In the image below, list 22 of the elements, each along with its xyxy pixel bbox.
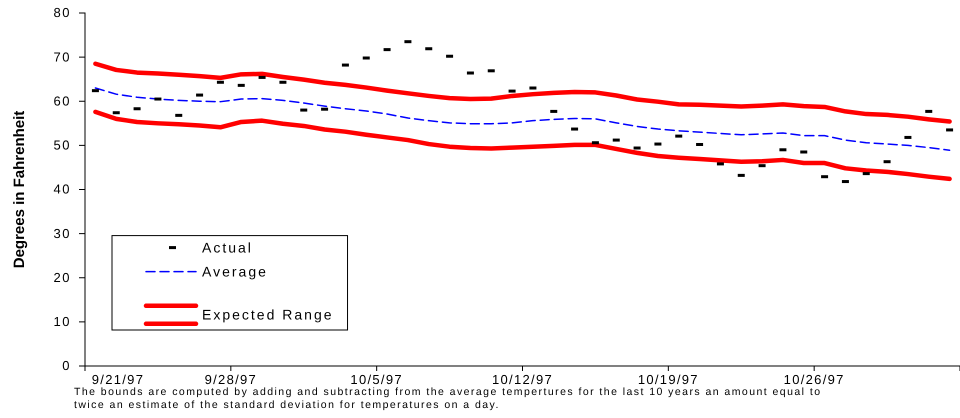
legend-label: Average (202, 264, 268, 280)
y-tick-label: 50 (54, 138, 71, 153)
y-tick-label: 70 (54, 49, 71, 64)
y-tick-label: 10 (54, 314, 71, 330)
y-tick-label: 40 (54, 182, 71, 197)
text: The bounds are computed by adding and subtracting from the average tempertures for the last 10 years an amount equal to twice an estimate of the standard deviation for temperatures on a day. (74, 386, 822, 411)
line-series (93, 61, 952, 124)
line-series (93, 110, 952, 182)
x-tick-label: 10/12/97 (492, 372, 554, 388)
y-tick-label: 60 (54, 93, 71, 108)
y-tick-label: 80 (54, 5, 71, 20)
y-axis-title: Degrees in Fahrenheit (11, 110, 28, 268)
y-tick-label: 20 (54, 270, 71, 285)
x-tick-label: 10/5/97 (350, 372, 403, 388)
x-tick-label: 10/26/97 (784, 372, 845, 388)
legend-label: Actual (202, 240, 253, 256)
legend-label: Expected Range (202, 306, 334, 323)
x-tick-label: 10/19/97 (638, 372, 699, 388)
x-tick-label: 9/28/97 (204, 372, 258, 388)
y-tick-label: 0 (62, 358, 71, 374)
y-tick-label: 30 (54, 226, 71, 241)
x-tick-label: 9/21/97 (92, 372, 144, 388)
